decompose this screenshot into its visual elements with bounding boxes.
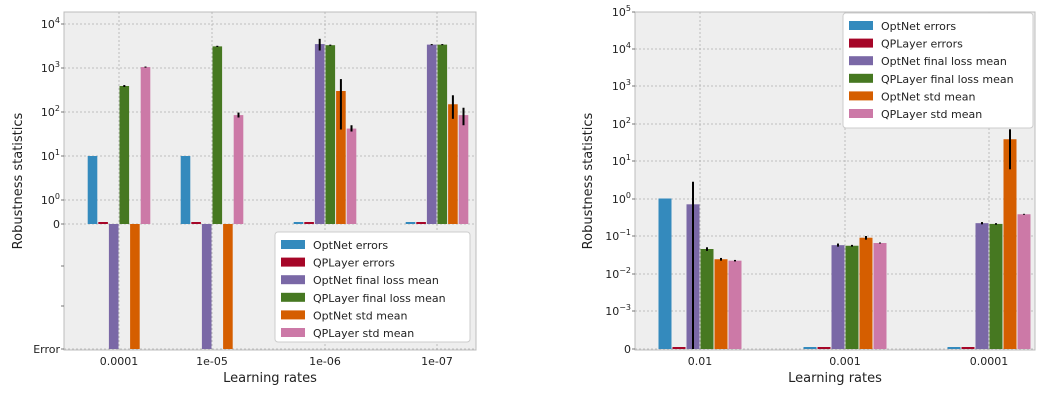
y-tick-label: 104 [612, 41, 631, 56]
legend-label: QPLayer final loss mean [881, 73, 1014, 86]
legend-swatch [281, 275, 305, 284]
bar-optnet-errors [181, 156, 191, 224]
y-tick-label: 102 [612, 116, 631, 131]
bar-qplayer-final-loss-mean [438, 45, 448, 224]
bar-qplayer-std-mean [729, 261, 742, 349]
bar-qplayer-errors [673, 347, 686, 349]
bar-qplayer-errors [98, 222, 108, 224]
legend-label: OptNet std mean [881, 90, 976, 103]
x-axis-label: Learning rates [788, 371, 882, 386]
y-tick-label: 0 [53, 218, 60, 231]
bar-optnet-std-mean [448, 104, 458, 224]
bar-optnet-errors [406, 222, 416, 224]
bar-qplayer-errors [191, 222, 201, 224]
bar-qplayer-errors [304, 222, 314, 224]
bar-qplayer-final-loss-mean [213, 46, 223, 224]
bar-optnet-std-mean [1004, 139, 1017, 349]
legend-swatch [281, 258, 305, 267]
bar-optnet-errors [294, 222, 304, 224]
bar-optnet-final-loss-mean [832, 245, 845, 349]
legend: OptNet errors QPLayer errors OptNet final … [275, 232, 470, 342]
legend-swatch [849, 39, 873, 48]
bar-qplayer-final-loss-mean [846, 246, 859, 349]
legend-label: QPLayer std mean [881, 108, 982, 121]
y-axis-label: Robustness statistics [581, 112, 596, 249]
bar-optnet-errors [659, 199, 672, 350]
legend-swatch [281, 293, 305, 302]
x-tick-label: 1e-06 [309, 355, 341, 368]
bar-qplayer-final-loss-mean [701, 249, 714, 349]
legend-label: QPLayer errors [881, 38, 963, 51]
legend-swatch [849, 21, 873, 30]
bar-optnet-std-mean [860, 238, 873, 349]
y-tick-label: 10−3 [605, 303, 631, 318]
legend-label: OptNet errors [881, 20, 956, 33]
x-tick-label: 0.0001 [970, 355, 1009, 368]
bar-qplayer-errors [818, 347, 831, 349]
bar-optnet-final-loss-mean [109, 224, 119, 349]
legend-label: OptNet final loss mean [313, 274, 439, 287]
legend-swatch [849, 109, 873, 118]
legend-swatch [281, 310, 305, 319]
bar-qplayer-std-mean [1018, 214, 1031, 349]
y-tick-label: 101 [612, 153, 631, 168]
legend-swatch [849, 56, 873, 65]
bar-optnet-std-mean [130, 224, 140, 349]
y-tick-label: 101 [41, 148, 60, 163]
bar-optnet-final-loss-mean [976, 223, 989, 349]
bar-optnet-std-mean [715, 259, 728, 349]
legend-label: QPLayer std mean [313, 327, 414, 340]
legend-swatch [849, 74, 873, 83]
x-axis-label: Learning rates [223, 371, 317, 386]
legend-label: OptNet errors [313, 239, 388, 252]
bar-qplayer-std-mean [141, 67, 151, 224]
x-tick-label: 1e-07 [421, 355, 453, 368]
legend-label: OptNet std mean [313, 309, 408, 322]
bar-qplayer-final-loss-mean [120, 86, 130, 224]
bar-qplayer-errors [416, 222, 426, 224]
bar-qplayer-std-mean [234, 115, 244, 224]
bar-qplayer-final-loss-mean [326, 45, 336, 224]
bar-optnet-std-mean [223, 224, 233, 349]
legend-swatch [281, 328, 305, 337]
y-tick-label: 102 [41, 104, 60, 119]
y-axis-label: Robustness statistics [11, 112, 26, 249]
bar-optnet-final-loss-mean [315, 44, 325, 224]
legend-label: OptNet final loss mean [881, 55, 1007, 68]
bar-optnet-errors [948, 347, 961, 349]
y-tick-label: 10−2 [605, 266, 631, 281]
y-tick-label: 10−1 [605, 228, 631, 243]
legend-label: QPLayer final loss mean [313, 292, 446, 305]
y-tick-label: 104 [41, 16, 60, 31]
y-tick-label: Error [33, 343, 60, 356]
bar-optnet-final-loss-mean [427, 45, 437, 224]
x-tick-label: 0.01 [688, 355, 713, 368]
y-tick-label: 100 [612, 191, 631, 206]
y-tick-label: 0 [624, 343, 631, 356]
right-chart: 0 10−3 10−2 10−1 100 101 102 103 104 105 0.01 0.001… [581, 4, 1035, 386]
legend: OptNet errors QPLayer errors OptNet final … [843, 13, 1033, 128]
bar-qplayer-std-mean [459, 115, 469, 224]
y-tick-label: 100 [41, 192, 60, 207]
bar-optnet-errors [88, 156, 98, 224]
bar-qplayer-std-mean [874, 243, 887, 349]
bar-optnet-final-loss-mean [202, 224, 212, 349]
bar-qplayer-errors [962, 347, 975, 349]
bar-qplayer-final-loss-mean [990, 224, 1003, 349]
legend-swatch [849, 91, 873, 100]
x-tick-label: 0.0001 [100, 355, 139, 368]
legend-swatch [281, 240, 305, 249]
bar-qplayer-std-mean [347, 129, 357, 224]
y-tick-label: 103 [41, 60, 60, 75]
x-tick-label: 1e-05 [196, 355, 228, 368]
y-tick-label: 105 [612, 4, 631, 19]
bar-optnet-errors [804, 347, 817, 349]
legend-label: QPLayer errors [313, 257, 395, 270]
left-chart: Error 0 100 101 102 103 104 0.0001 1e-05 1e-06 1e-… [11, 12, 476, 386]
x-tick-label: 0.001 [829, 355, 861, 368]
y-tick-label: 103 [612, 78, 631, 93]
